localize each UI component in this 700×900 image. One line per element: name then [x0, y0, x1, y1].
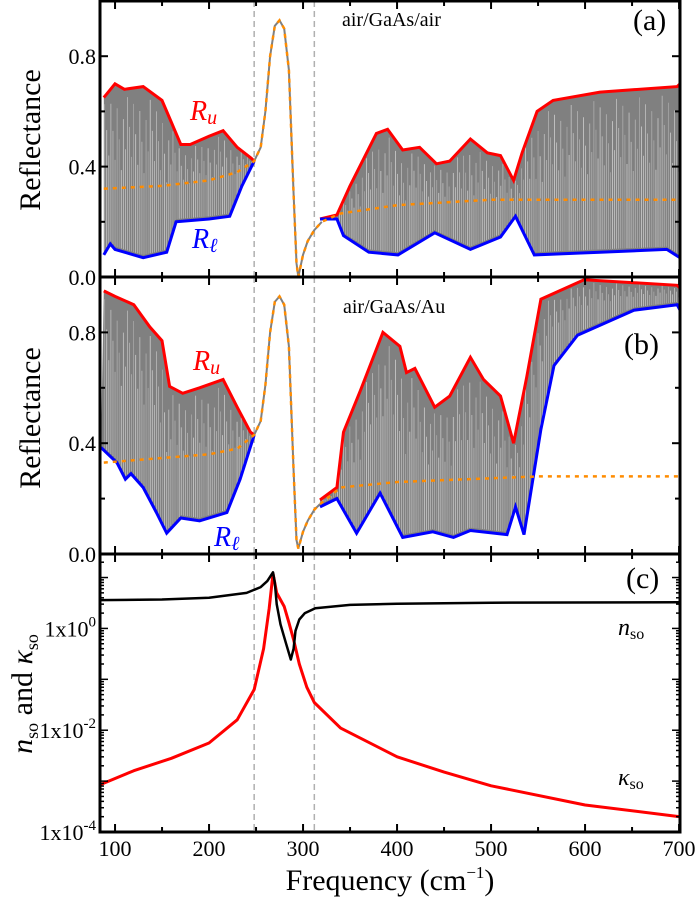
panel-frame-2 — [98, 552, 682, 834]
y-tick-label: 0.0 — [69, 542, 97, 567]
ru-envelope-1 — [319, 278, 682, 502]
oscillation-fill-1-1 — [320, 279, 680, 538]
ru-envelope-1 — [103, 289, 256, 437]
x-tick-label: 400 — [381, 836, 414, 861]
oscillation-fill-0-1 — [320, 83, 680, 258]
ru-label-b: Ru — [192, 346, 220, 379]
x-tick-label: 600 — [569, 836, 602, 861]
y-tick-label: 0.4 — [69, 155, 97, 180]
x-tick-label: 700 — [663, 836, 696, 861]
n-so-label: nso — [618, 615, 644, 643]
rl-label-b: Rℓ — [213, 522, 240, 555]
ru-envelope-0 — [319, 82, 682, 221]
system-label-b: air/GaAs/Au — [343, 296, 445, 318]
x-axis-label: Frequency (cm−1) — [286, 863, 495, 897]
y-tick-label: 0.0 — [69, 265, 97, 290]
kappa-so-label: κso — [618, 765, 644, 793]
y-tick-label: 1x10-4 — [40, 818, 97, 845]
average-reflectance-0 — [103, 18, 680, 278]
reflectance-curve-1 — [253, 294, 321, 549]
panel-tag-b: (b) — [624, 328, 659, 361]
rl-envelope-1 — [99, 434, 256, 536]
kappa-so-curve — [99, 572, 681, 819]
y-tick-label: 1x10-2 — [40, 716, 97, 743]
x-tick-label: 100 — [99, 836, 132, 861]
rl-envelope-0 — [102, 160, 256, 260]
n-so-curve — [99, 571, 681, 661]
x-tick-label: 200 — [193, 836, 226, 861]
oscillation-fill-1-0 — [100, 290, 255, 534]
y-tick-label: 0.8 — [69, 44, 97, 69]
y-axis-label-c: nso and κso — [6, 634, 42, 754]
x-tick-label: 300 — [287, 836, 320, 861]
average-reflectance-1 — [103, 294, 680, 549]
system-label-a: air/GaAs/air — [342, 9, 441, 31]
reflectance-curve-0 — [253, 18, 323, 278]
ru-envelope-0 — [102, 81, 256, 163]
y-tick-label: 1x100 — [45, 614, 97, 641]
panel-tag-c: (c) — [626, 562, 659, 595]
rl-envelope-1 — [319, 303, 682, 540]
ru-label-a: Ru — [189, 96, 217, 129]
rl-envelope-0 — [320, 213, 681, 259]
y-axis-label-b: Reflectance — [14, 347, 47, 489]
rl-label-a: Rℓ — [191, 224, 218, 257]
panel-tag-a: (a) — [633, 4, 666, 37]
y-axis-label-a: Reflectance — [14, 69, 47, 211]
y-tick-label: 0.4 — [69, 431, 97, 456]
x-tick-label: 500 — [475, 836, 508, 861]
y-tick-label: 0.8 — [69, 320, 97, 345]
